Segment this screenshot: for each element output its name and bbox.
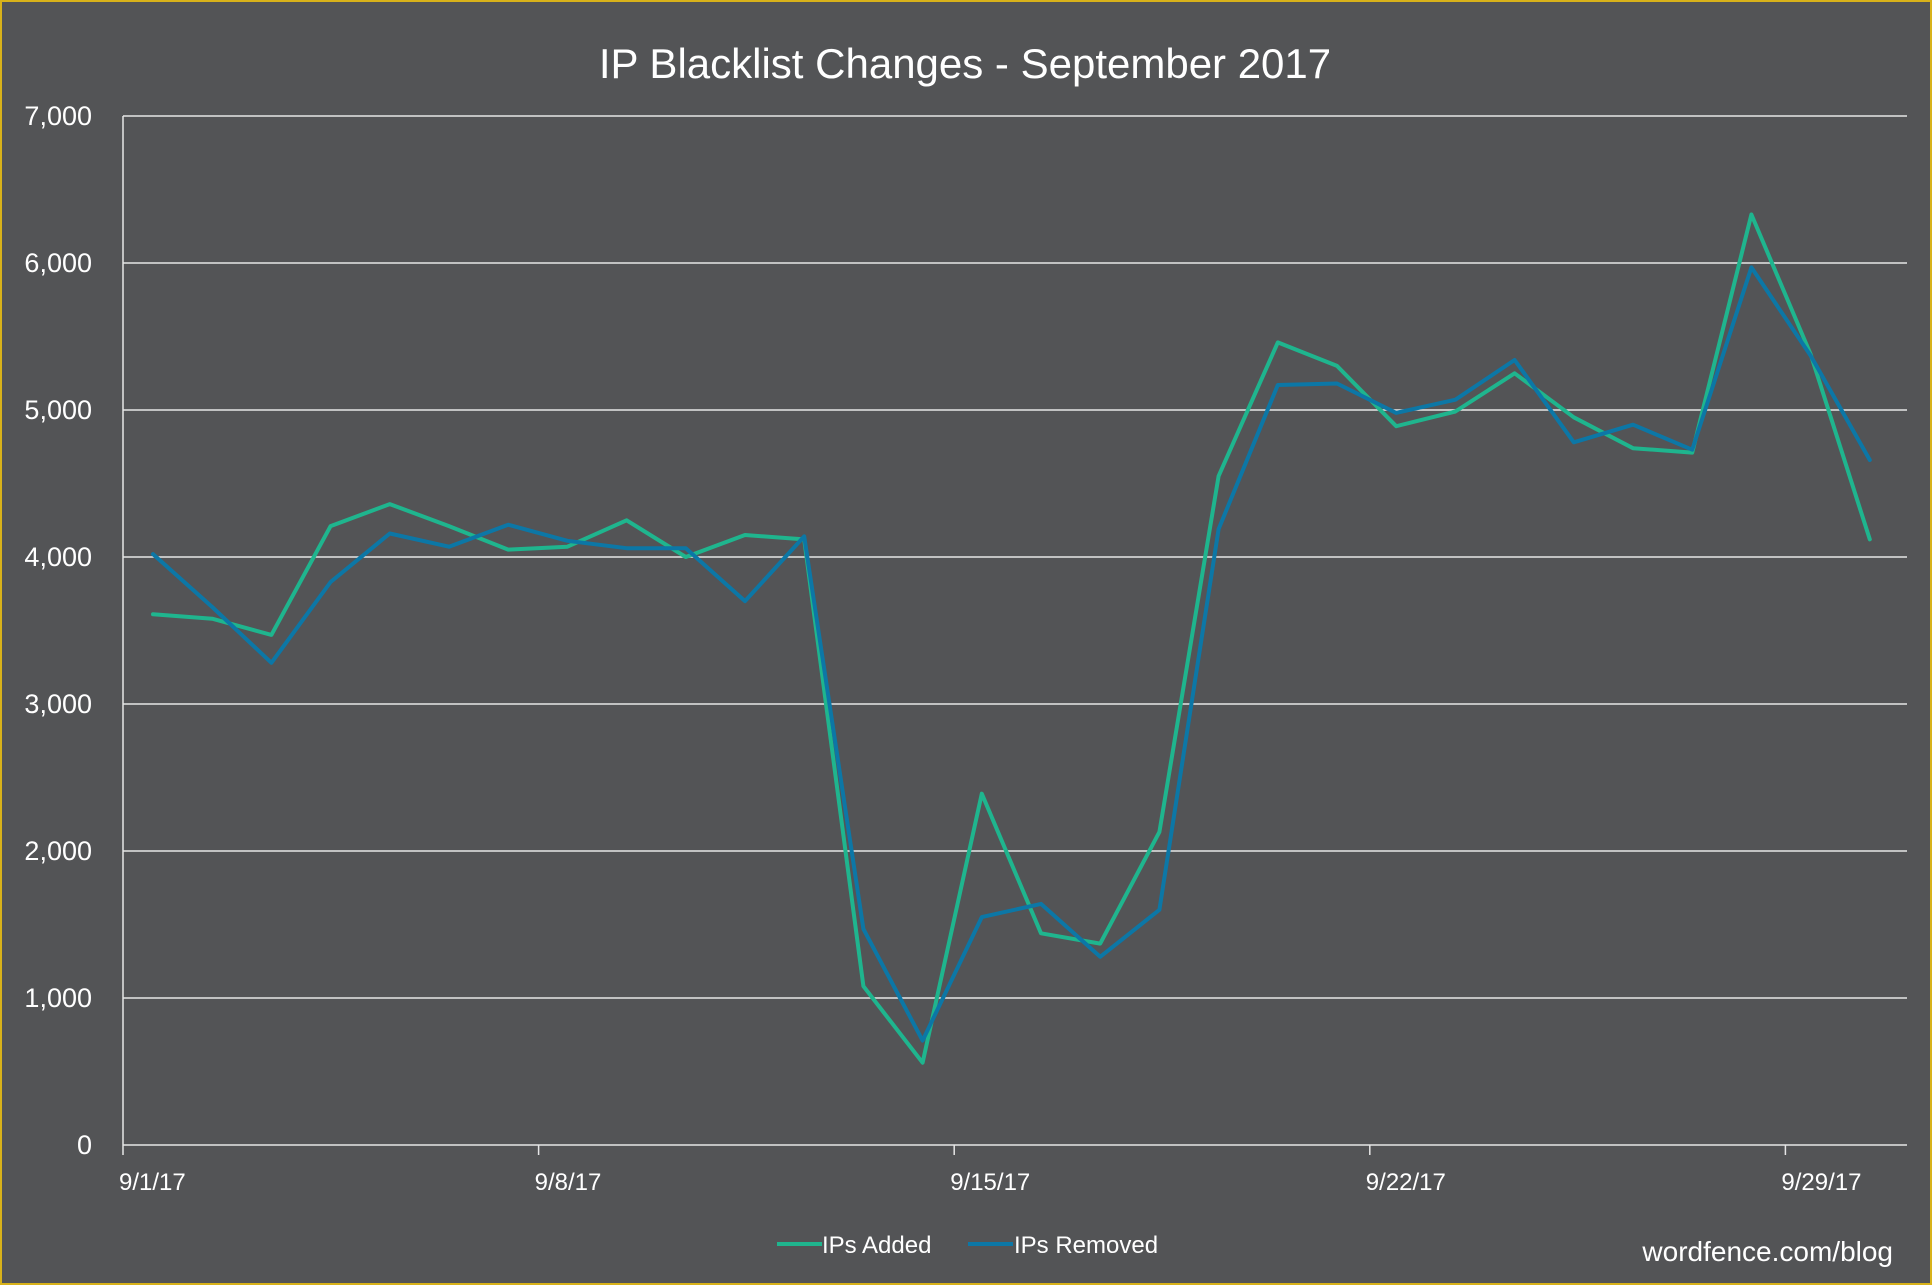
legend: IPs Added IPs Removed [777,1232,1158,1259]
y-axis-tick-labels: 0 1,000 2,000 3,000 4,000 5,000 6,000 7,000 [24,101,92,1160]
x-tick-label: 9/29/17 [1781,1169,1861,1196]
legend-label-ips-added: IPs Added [822,1232,931,1259]
y-tick-label: 3,000 [24,689,92,719]
chart-title: IP Blacklist Changes - September 2017 [599,40,1331,87]
y-tick-label: 4,000 [24,542,92,572]
x-axis-tick-labels: 9/1/17 9/8/17 9/15/17 9/22/17 9/29/17 [119,1169,1861,1196]
x-axis [122,116,1907,1155]
series-line-ips-removed [151,265,1872,1043]
gridlines [123,115,1907,999]
y-tick-label: 1,000 [24,983,92,1013]
y-tick-label: 2,000 [24,836,92,866]
y-tick-label: 5,000 [24,395,92,425]
y-tick-label: 0 [77,1130,92,1160]
y-tick-label: 7,000 [24,101,92,131]
x-tick-label: 9/1/17 [119,1169,186,1196]
series-line-ips-added [151,212,1872,1065]
watermark: wordfence.com/blog [1641,1236,1893,1267]
legend-label-ips-removed: IPs Removed [1014,1232,1158,1259]
y-tick-label: 6,000 [24,248,92,278]
x-tick-label: 9/15/17 [950,1169,1030,1196]
x-tick-label: 9/22/17 [1366,1169,1446,1196]
x-tick-label: 9/8/17 [535,1169,602,1196]
series-lines [151,212,1872,1065]
